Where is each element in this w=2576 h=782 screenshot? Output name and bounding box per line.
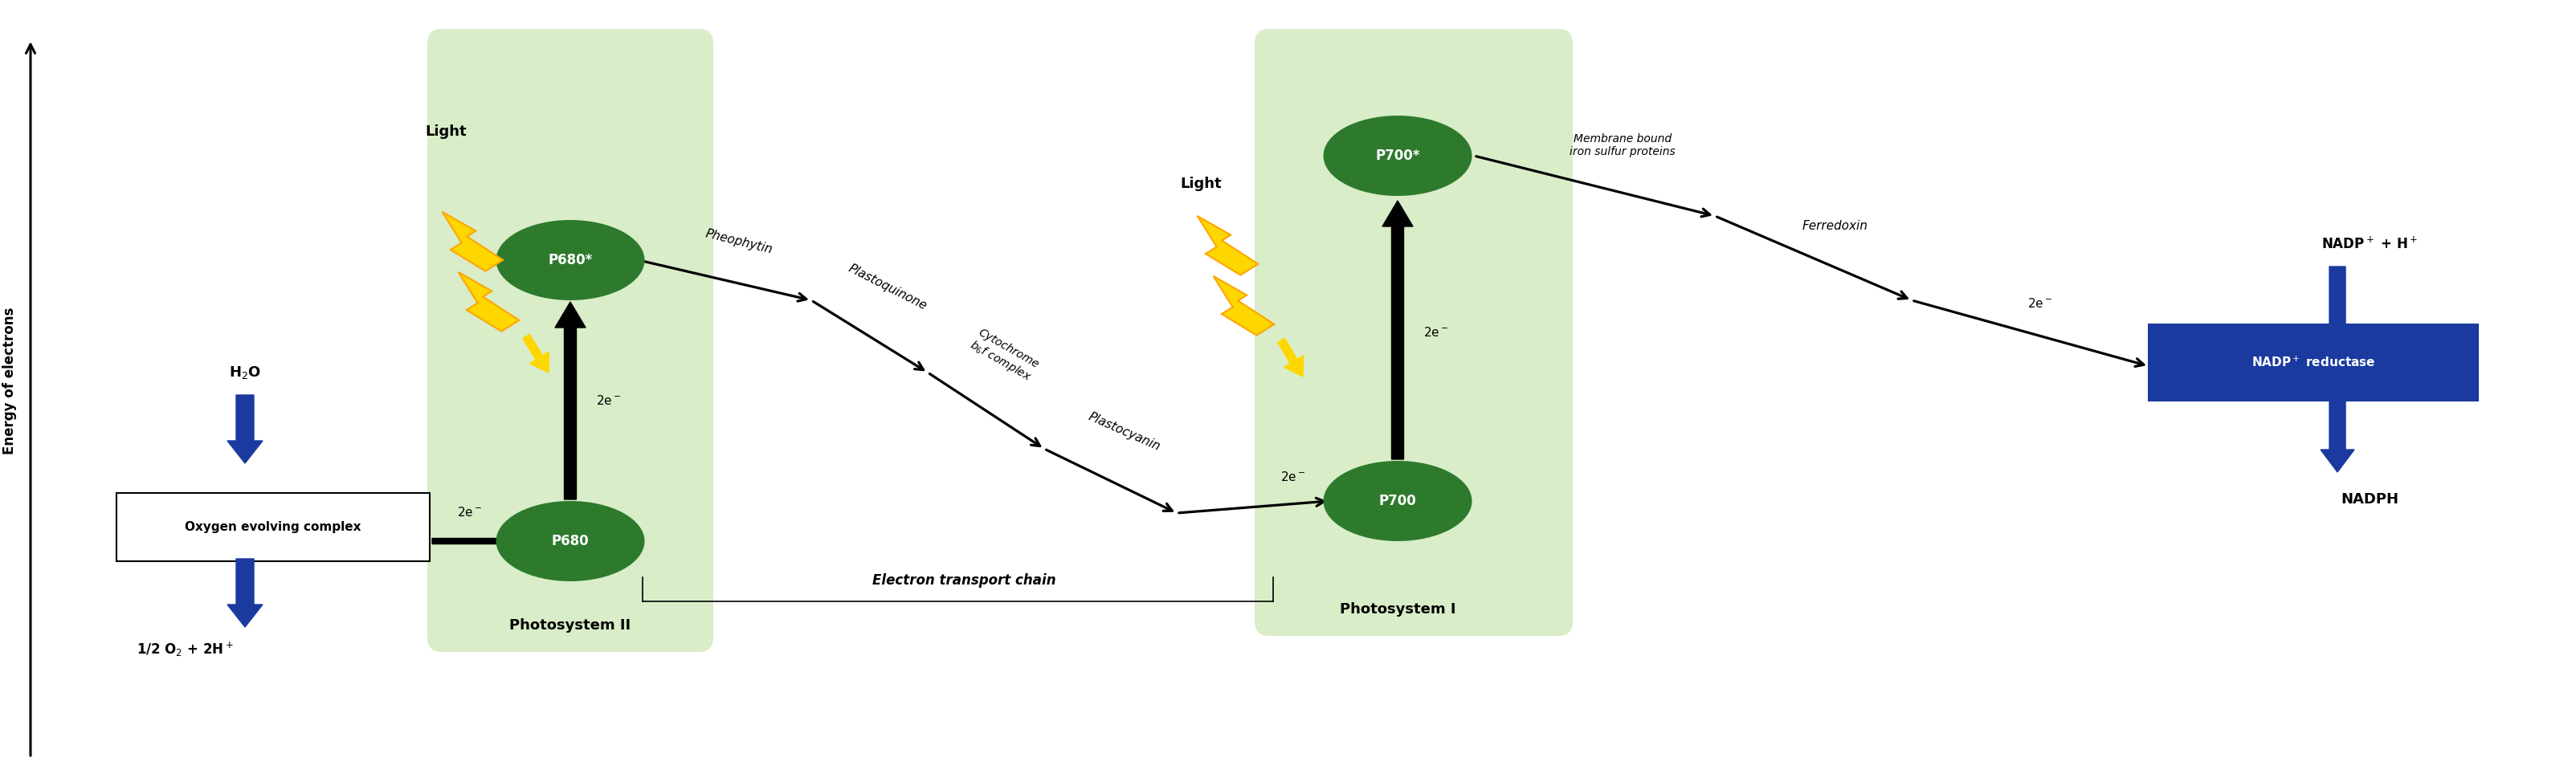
Text: Ferredoxin: Ferredoxin [1803,220,1868,232]
Text: P700: P700 [1378,493,1417,508]
FancyArrow shape [227,559,263,627]
Text: H$_2$O: H$_2$O [229,364,260,381]
Text: Plastoquinone: Plastoquinone [848,262,930,312]
Text: NADPH: NADPH [2342,492,2398,507]
Text: Light: Light [425,124,466,139]
Text: Photosystem I: Photosystem I [1340,602,1455,617]
Text: Electron transport chain: Electron transport chain [873,573,1056,588]
Polygon shape [443,212,502,271]
Text: Membrane bound
iron sulfur proteins: Membrane bound iron sulfur proteins [1569,133,1674,157]
Text: Pheophytin: Pheophytin [703,228,773,256]
Text: Energy of electrons: Energy of electrons [3,307,18,454]
Text: Cytochrome
$b_6$f complex: Cytochrome $b_6$f complex [966,326,1041,385]
FancyBboxPatch shape [1255,29,1574,636]
Text: Photosystem II: Photosystem II [510,619,631,633]
Text: P680*: P680* [549,253,592,267]
FancyBboxPatch shape [428,29,714,652]
FancyBboxPatch shape [2148,325,2478,400]
Text: P700*: P700* [1376,149,1419,163]
Text: NADP$^+$ reductase: NADP$^+$ reductase [2251,356,2375,369]
Ellipse shape [1324,461,1471,541]
Text: 2e$^-$: 2e$^-$ [2027,297,2053,310]
FancyArrow shape [554,302,585,500]
Text: NADP$^+$ + H$^+$: NADP$^+$ + H$^+$ [2321,236,2419,252]
Text: 1/2 O$_2$ + 2H$^+$: 1/2 O$_2$ + 2H$^+$ [137,640,234,658]
Text: Plastocyanin: Plastocyanin [1087,411,1162,453]
Text: 2e$^-$: 2e$^-$ [1280,471,1306,483]
Text: 2e$^-$: 2e$^-$ [595,394,621,407]
FancyArrow shape [1383,201,1412,459]
Text: Oxygen evolving complex: Oxygen evolving complex [185,521,361,533]
Polygon shape [1213,276,1275,335]
Polygon shape [1198,216,1257,275]
Text: Light: Light [1180,177,1221,191]
Polygon shape [459,272,520,332]
Ellipse shape [497,220,644,300]
FancyArrow shape [2321,398,2354,472]
FancyBboxPatch shape [116,493,430,561]
FancyArrow shape [433,533,531,550]
FancyArrow shape [227,395,263,463]
Ellipse shape [1324,116,1471,196]
FancyArrow shape [2321,267,2354,347]
FancyArrow shape [1278,339,1303,377]
Text: P680: P680 [551,534,590,548]
Text: 2e$^-$: 2e$^-$ [459,506,482,518]
Ellipse shape [497,501,644,581]
FancyArrow shape [523,334,549,372]
Text: 2e$^-$: 2e$^-$ [1425,326,1448,339]
